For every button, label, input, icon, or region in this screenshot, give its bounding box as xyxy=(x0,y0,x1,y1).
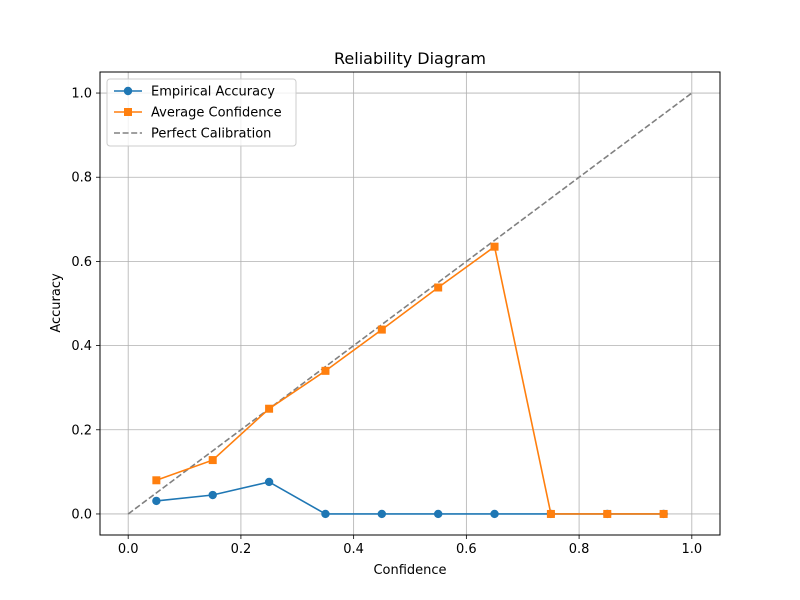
y-tick-label: 0.4 xyxy=(71,339,92,354)
y-tick-label: 0.0 xyxy=(71,507,92,522)
data-point-square xyxy=(321,366,330,375)
legend: Empirical Accuracy Average Confidence Perf… xyxy=(106,78,297,147)
x-tick-label: 0.4 xyxy=(343,542,364,557)
data-point-square xyxy=(603,509,612,518)
y-axis-label: Accuracy xyxy=(49,273,64,333)
series-layer xyxy=(127,92,693,519)
plot-frame xyxy=(99,71,721,536)
x-tick-label: 1.0 xyxy=(681,542,702,557)
data-point-square xyxy=(434,283,443,292)
x-tick-label: 0.8 xyxy=(569,542,590,557)
data-point-circle xyxy=(264,477,274,487)
grid xyxy=(100,72,720,535)
series-line-1 xyxy=(156,245,664,515)
legend-marker-square xyxy=(124,108,132,116)
data-point-square xyxy=(546,509,555,518)
data-point-square xyxy=(377,325,386,334)
perfect-calibration-line xyxy=(127,92,693,515)
ticks: 0.0 0.2 0.4 0.6 0.8 1.0 0.0 0.2 0.4 0.6 0.8 1.0 xyxy=(71,87,702,557)
y-tick-label: 0.2 xyxy=(71,423,92,438)
data-point-square xyxy=(152,476,161,485)
legend-label: Perfect Calibration xyxy=(151,127,271,142)
legend-marker-circle xyxy=(123,86,133,96)
y-tick-label: 0.6 xyxy=(71,255,92,270)
x-tick-label: 0.2 xyxy=(231,542,252,557)
data-point-square xyxy=(490,242,499,251)
y-tick-label: 0.8 xyxy=(71,171,92,186)
data-point-circle xyxy=(433,509,443,519)
x-tick-label: 0.6 xyxy=(456,542,477,557)
y-tick-label: 1.0 xyxy=(71,87,92,102)
data-point-square xyxy=(208,456,217,465)
data-point-circle xyxy=(377,509,387,519)
data-point-circle xyxy=(490,509,499,519)
legend-box xyxy=(106,78,297,147)
data-point-square xyxy=(265,404,274,413)
data-point-square xyxy=(659,509,668,518)
legend-label: Average Confidence xyxy=(151,106,282,121)
x-tick-label: 0.0 xyxy=(118,542,139,557)
data-point-circle xyxy=(321,509,330,519)
data-point-circle xyxy=(152,496,161,506)
legend-label: Empirical Accuracy xyxy=(151,85,275,100)
x-axis-label: Confidence xyxy=(373,563,446,578)
chart-title: Reliability Diagram xyxy=(334,49,486,68)
data-point-circle xyxy=(208,490,217,500)
